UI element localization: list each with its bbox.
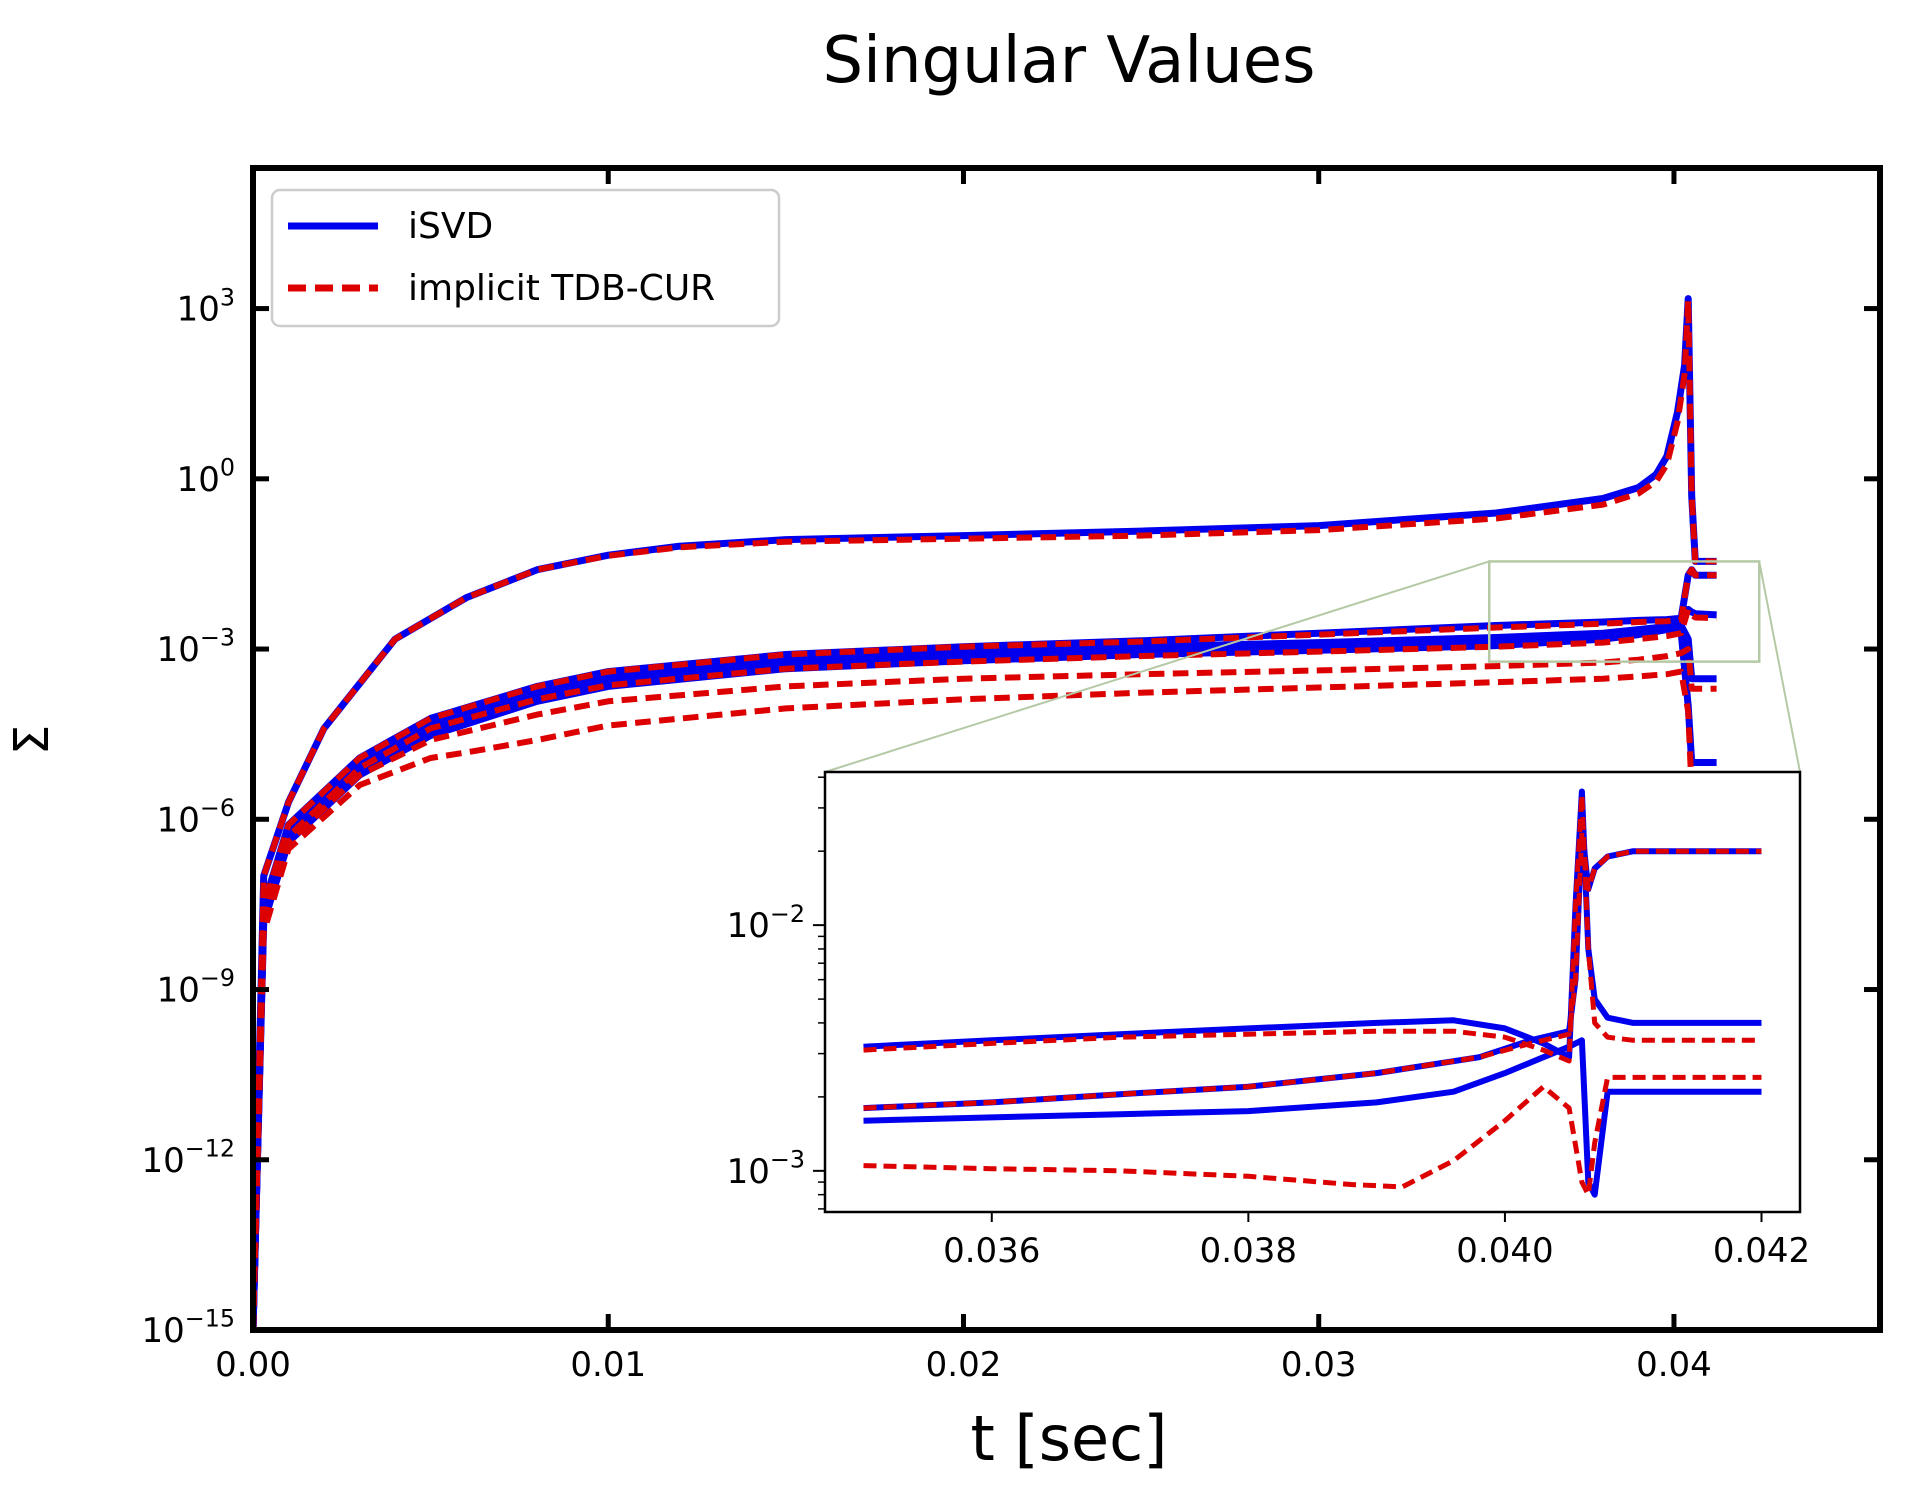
tdbcur-line-3 xyxy=(253,606,1717,1330)
tdbcur-line-4 xyxy=(253,646,1717,1330)
x-tick-label: 0.03 xyxy=(1281,1345,1357,1385)
y-tick-label: 10−15 xyxy=(142,1305,236,1351)
chart-title: Singular Values xyxy=(823,24,1316,98)
inset-y-tick-label-base: 10 xyxy=(727,906,770,946)
y-tick-label: 103 xyxy=(177,283,235,329)
y-tick-label: 100 xyxy=(177,454,235,500)
legend-box xyxy=(270,188,781,328)
legend: iSVD implicit TDB-CUR xyxy=(270,188,781,328)
x-tick-label: 0.00 xyxy=(215,1345,291,1385)
inset-y-tick-label: 10−3 xyxy=(727,1146,805,1192)
y-tick-label-exponent: −3 xyxy=(200,624,235,652)
y-tick-label-base: 10 xyxy=(142,1141,185,1181)
y-tick-label-exponent: −6 xyxy=(200,794,235,822)
inset-isvd-line-1 xyxy=(863,788,1762,1061)
y-tick-label: 10−3 xyxy=(157,624,235,670)
y-tick-label-base: 10 xyxy=(177,290,220,330)
y-tick-label: 10−9 xyxy=(157,964,235,1010)
inset-x-tick-label: 0.042 xyxy=(1713,1231,1810,1271)
y-tick-label-exponent: −9 xyxy=(200,964,235,992)
y-tick-label: 10−6 xyxy=(157,794,235,840)
y-tick-label-exponent: 0 xyxy=(220,454,235,482)
inset-x-tick-label: 0.040 xyxy=(1456,1231,1553,1271)
tdbcur-line-1 xyxy=(253,297,1717,1330)
y-tick-label-base: 10 xyxy=(157,800,200,840)
zoom-connector-right xyxy=(1758,561,1801,773)
inset-tdbcur-line-1 xyxy=(863,792,1762,1064)
tdbcur-line-5 xyxy=(253,668,1717,1330)
y-tick-label: 10−12 xyxy=(142,1134,236,1180)
inset-x-tick-label: 0.036 xyxy=(943,1231,1040,1271)
y-tick-label-base: 10 xyxy=(157,971,200,1011)
inset-y-tick-label-base: 10 xyxy=(727,1152,770,1192)
zoom-connectors xyxy=(824,560,1801,773)
inset-x-tick-label: 0.038 xyxy=(1200,1231,1297,1271)
y-tick-label-exponent: −15 xyxy=(185,1305,235,1333)
x-tick-label: 0.01 xyxy=(570,1345,646,1385)
legend-label-2: implicit TDB-CUR xyxy=(408,268,715,309)
main-frame xyxy=(250,165,1883,1333)
y-tick-label-exponent: −12 xyxy=(185,1134,235,1162)
zoom-region-box xyxy=(1487,560,1761,663)
y-tick-label-exponent: 3 xyxy=(220,283,235,311)
inset-y-tick-label: 10−2 xyxy=(727,900,805,946)
y-tick-label-base: 10 xyxy=(177,460,220,500)
y-axis-label: Σ xyxy=(4,725,60,755)
y-tick-label-base: 10 xyxy=(142,1311,185,1351)
x-tick-label: 0.02 xyxy=(926,1345,1002,1385)
x-axis-label: t [sec] xyxy=(971,1402,1168,1475)
inset-tdbcur-line-3 xyxy=(863,1074,1762,1198)
inset-y-tick-label-exponent: −3 xyxy=(770,1146,805,1174)
x-tick-label: 0.04 xyxy=(1636,1345,1712,1385)
inset-tdbcur-line-2 xyxy=(863,829,1762,1111)
zoom-connector-left xyxy=(824,560,1490,773)
legend-label-1: iSVD xyxy=(408,206,493,247)
inset-background xyxy=(825,772,1800,1212)
inset-y-tick-label-exponent: −2 xyxy=(770,900,805,928)
inset-isvd-line-3 xyxy=(863,1037,1762,1198)
y-tick-label-base: 10 xyxy=(157,630,200,670)
inset-frame xyxy=(823,770,1802,1214)
tdbcur-line-2 xyxy=(253,566,1717,1330)
